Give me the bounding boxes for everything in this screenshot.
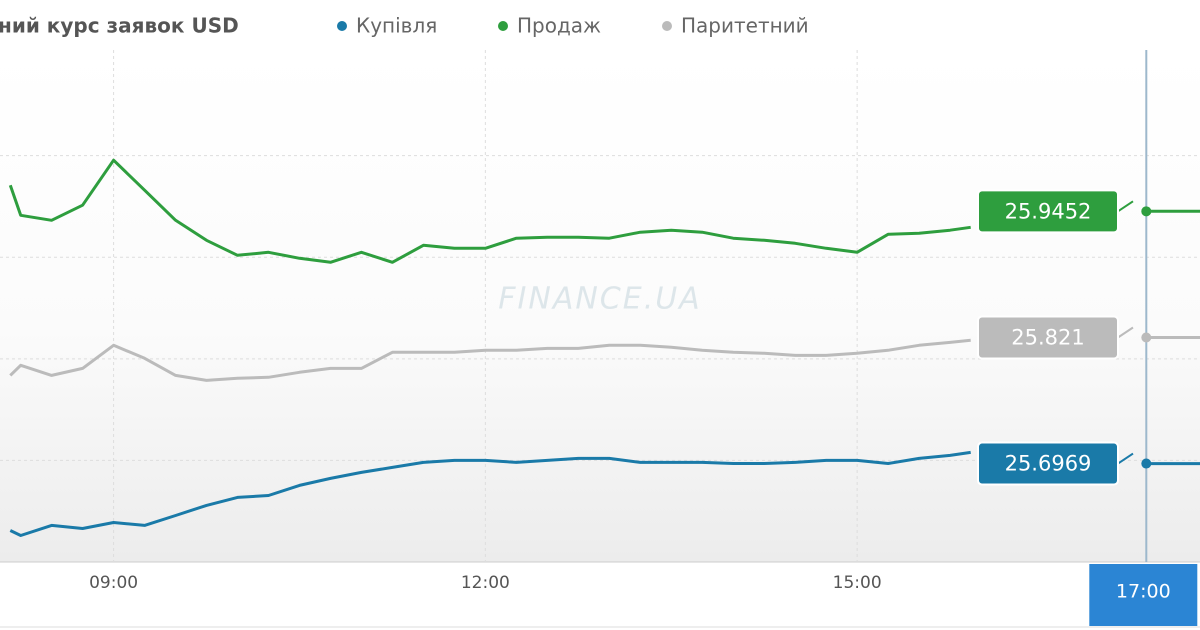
badge-connector	[1117, 452, 1134, 465]
series-line	[9, 450, 1200, 537]
crosshair-label: 17:00	[1116, 581, 1171, 603]
value-badge	[977, 441, 1119, 486]
legend-label: Купівля	[356, 14, 437, 38]
legend-label: Продаж	[517, 14, 601, 38]
series-line	[9, 336, 1200, 382]
series-line	[8, 158, 1200, 264]
badge-connector	[1117, 200, 1134, 213]
x-tick-label: 15:00	[833, 573, 882, 593]
crosshair-label-box	[1089, 564, 1198, 626]
crosshair-point	[1141, 332, 1152, 343]
value-badge-label: 25.821	[1011, 325, 1084, 349]
crosshair-point	[1141, 458, 1152, 469]
crosshair-point	[1141, 206, 1152, 217]
chart-title: ний курс заявок USD	[0, 14, 239, 38]
legend-marker	[337, 21, 347, 31]
value-badge-label: 25.6969	[1005, 452, 1092, 476]
value-badge	[977, 315, 1119, 360]
value-badge-label: 25.9452	[1005, 199, 1092, 223]
watermark: FINANCE.UA	[498, 282, 701, 317]
legend-marker	[498, 21, 508, 31]
legend-label: Паритетний	[681, 14, 809, 38]
x-tick-label: 12:00	[461, 573, 510, 593]
x-tick-label: 09:00	[89, 573, 138, 593]
value-badge	[977, 189, 1119, 234]
legend-marker	[662, 21, 672, 31]
badge-connector	[1117, 326, 1134, 339]
